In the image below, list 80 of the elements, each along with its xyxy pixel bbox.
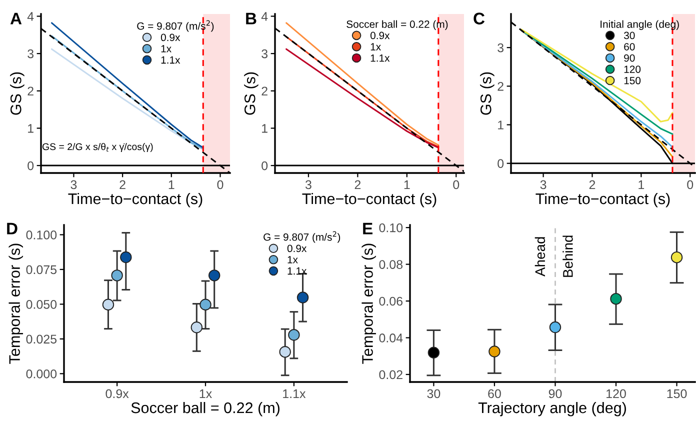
- y-tick-label: 1: [262, 124, 268, 133]
- x-tick-label: 0: [217, 180, 224, 190]
- x-tick-label: 2: [120, 180, 126, 190]
- y-axis-title: GS (s): [10, 72, 24, 115]
- x-tick-label: 0: [687, 180, 694, 190]
- y-tick-label: 3: [262, 49, 268, 58]
- legend-label: 120: [624, 66, 641, 73]
- x-tick-label: 0: [453, 180, 460, 190]
- legend-label: 1x: [370, 43, 381, 50]
- x-axis-title: Trajectory angle (deg): [478, 402, 626, 416]
- y-axis-title: Temporal error (s): [8, 244, 23, 364]
- x-tick-label: 1x: [200, 389, 212, 398]
- x-tick-label: 90: [548, 389, 562, 398]
- y-tick-label: 0.06: [379, 296, 403, 306]
- legend-title: G = 9.807 (m/s$^{2}$): [137, 20, 214, 32]
- annotation: Ahead: [534, 237, 546, 276]
- y-tick-label: 3: [28, 49, 34, 58]
- chart-title: E: [363, 222, 372, 234]
- x-tick-label: 1: [404, 180, 410, 190]
- y-tick-label: 0.050: [26, 300, 57, 309]
- x-axis-title: Time−to−contact (s): [302, 192, 436, 208]
- y-axis-title: GS (s): [244, 72, 258, 115]
- y-tick-label: 4: [261, 12, 268, 21]
- y-tick-label: 0: [498, 159, 504, 168]
- legend-label: 1x: [288, 256, 298, 264]
- y-tick-label: 0: [28, 161, 34, 170]
- y-axis-title: GS (s): [480, 72, 494, 115]
- annotation: Behind: [562, 236, 573, 277]
- y-tick-label: 0.04: [379, 334, 403, 342]
- y-tick-label: 0.10: [379, 223, 403, 232]
- y-tick-label: 0.100: [26, 230, 57, 240]
- legend-label: 0.9x: [370, 32, 390, 40]
- chart-title: C: [474, 12, 485, 24]
- y-tick-label: 1: [28, 124, 34, 133]
- x-tick-label: 3: [305, 180, 312, 190]
- x-tick-label: 3: [540, 180, 546, 190]
- x-axis-title: Time−to−contact (s): [68, 192, 202, 208]
- legend-label: 1.1x: [370, 54, 390, 62]
- legend-label: 1.1x: [288, 267, 307, 275]
- legend-label: 150: [624, 76, 641, 84]
- legend-label: 0.9x: [287, 244, 307, 252]
- x-tick-label: 3: [70, 180, 77, 190]
- x-tick-label: 1: [638, 180, 644, 190]
- y-tick-label: 0.025: [26, 334, 57, 344]
- y-tick-label: 4: [27, 12, 34, 21]
- x-axis-title: Time−to−contact (s): [536, 192, 670, 208]
- chart-title: D: [7, 222, 18, 234]
- legend-label: 1x: [161, 45, 172, 52]
- y-tick-label: 2: [28, 86, 34, 96]
- y-tick-label: 0.075: [26, 265, 57, 274]
- y-tick-label: 2: [498, 82, 504, 91]
- x-tick-label: 2: [589, 180, 596, 190]
- legend-label: 90: [624, 54, 635, 62]
- y-axis-title: Temporal error (s): [362, 244, 376, 364]
- x-tick-label: 30: [427, 389, 440, 398]
- x-tick-label: 1: [168, 180, 174, 190]
- legend-label: 0.9x: [160, 34, 180, 42]
- y-tick-label: 0.08: [379, 260, 403, 269]
- legend-title: Initial angle (deg): [600, 20, 679, 30]
- x-tick-label: 0.9x: [106, 389, 129, 398]
- x-tick-label: 60: [488, 389, 501, 398]
- y-tick-label: 0.000: [26, 369, 57, 378]
- y-tick-label: 3: [498, 43, 504, 52]
- legend-label: 30: [624, 32, 635, 40]
- legend-title: Soccer ball = 0.22 (m): [346, 20, 448, 30]
- x-tick-label: 1.1x: [283, 389, 306, 398]
- chart-title: B: [246, 12, 256, 24]
- x-axis-title: Soccer ball = 0.22 (m): [131, 402, 280, 416]
- y-tick-label: 0: [262, 161, 268, 170]
- y-tick-label: 0.02: [379, 370, 402, 380]
- legend-title: G = 9.807 (m/s$^{2}$): [264, 231, 340, 243]
- legend-label: 1.1x: [161, 56, 180, 64]
- annotation: GS = 2/G x s/θ$_{t}$ x γ̇/cos(γ): [42, 142, 153, 152]
- chart-title: A: [10, 12, 22, 24]
- x-tick-label: 150: [667, 389, 687, 398]
- y-tick-label: 2: [262, 86, 268, 96]
- legend-label: 60: [624, 43, 635, 50]
- y-tick-label: 1: [498, 120, 504, 130]
- x-tick-label: 2: [354, 180, 361, 190]
- x-tick-label: 120: [606, 389, 626, 398]
